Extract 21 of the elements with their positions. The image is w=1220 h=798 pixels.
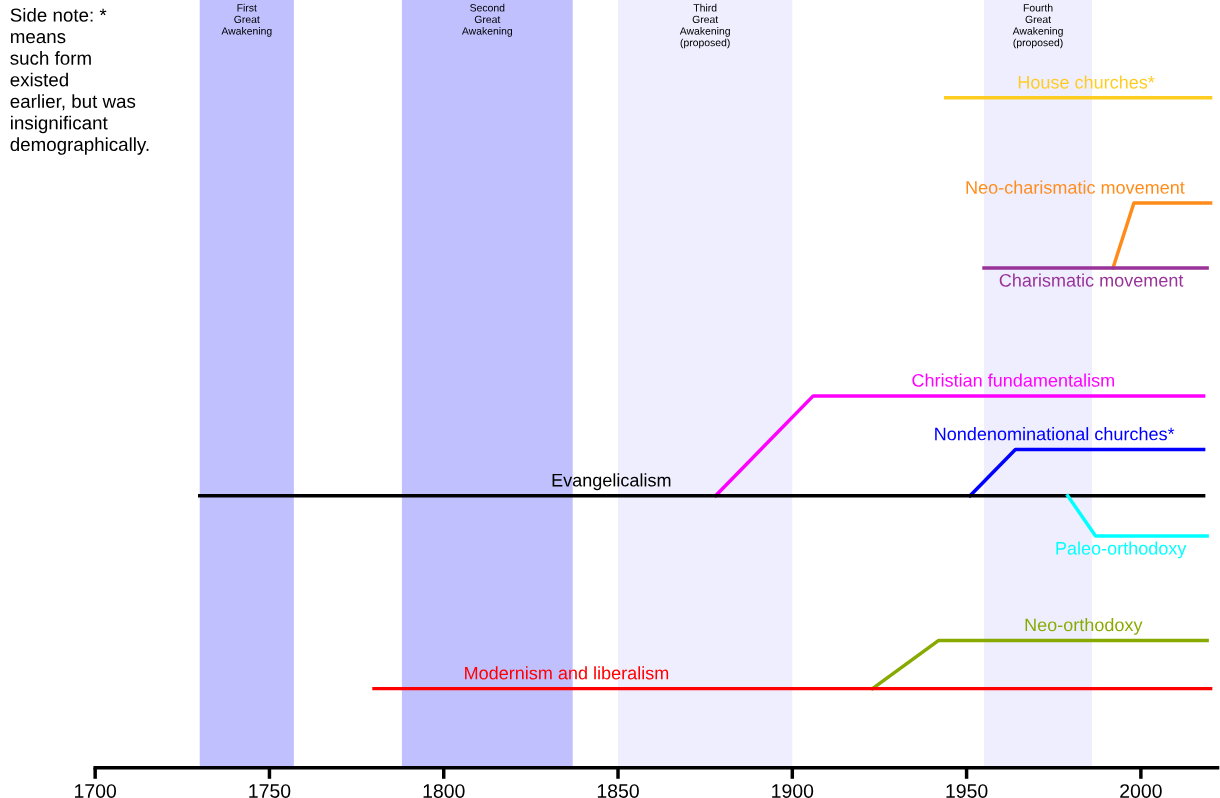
x-tick-label: 2000 xyxy=(1120,784,1162,798)
band-label: Third Great Awakening (proposed) xyxy=(679,3,730,49)
series-label: Neo-charismatic movement xyxy=(966,180,1185,194)
x-tick-label: 1700 xyxy=(75,784,117,798)
x-tick-label: 1950 xyxy=(946,784,988,798)
series-label: Neo-orthodoxy xyxy=(1025,618,1143,635)
series-label: Modernism and liberalism xyxy=(465,666,669,680)
series-label: Christian fundamentalism xyxy=(912,373,1114,387)
series-label: Nondenominational churches* xyxy=(935,427,1175,441)
x-tick-label: 1850 xyxy=(597,784,639,798)
series-label: House churches* xyxy=(1018,75,1155,89)
band-label: Fourth Great Awakening (proposed) xyxy=(1012,3,1063,49)
annotation: Side note: * means such form existed earlier, but was insignificant demographically. xyxy=(10,7,149,155)
x-tick-label: 1800 xyxy=(423,784,465,798)
x-tick-label: 1900 xyxy=(772,784,814,798)
x-tick-label: 1750 xyxy=(249,784,291,798)
series-label: Charismatic movement xyxy=(999,273,1184,287)
band-label: Second Great Awakening xyxy=(461,3,513,37)
series-label: Evangelicalism xyxy=(552,473,671,491)
band-label: First Great Awakening xyxy=(221,3,272,37)
series-label: Paleo-orthodoxy xyxy=(1056,541,1187,559)
